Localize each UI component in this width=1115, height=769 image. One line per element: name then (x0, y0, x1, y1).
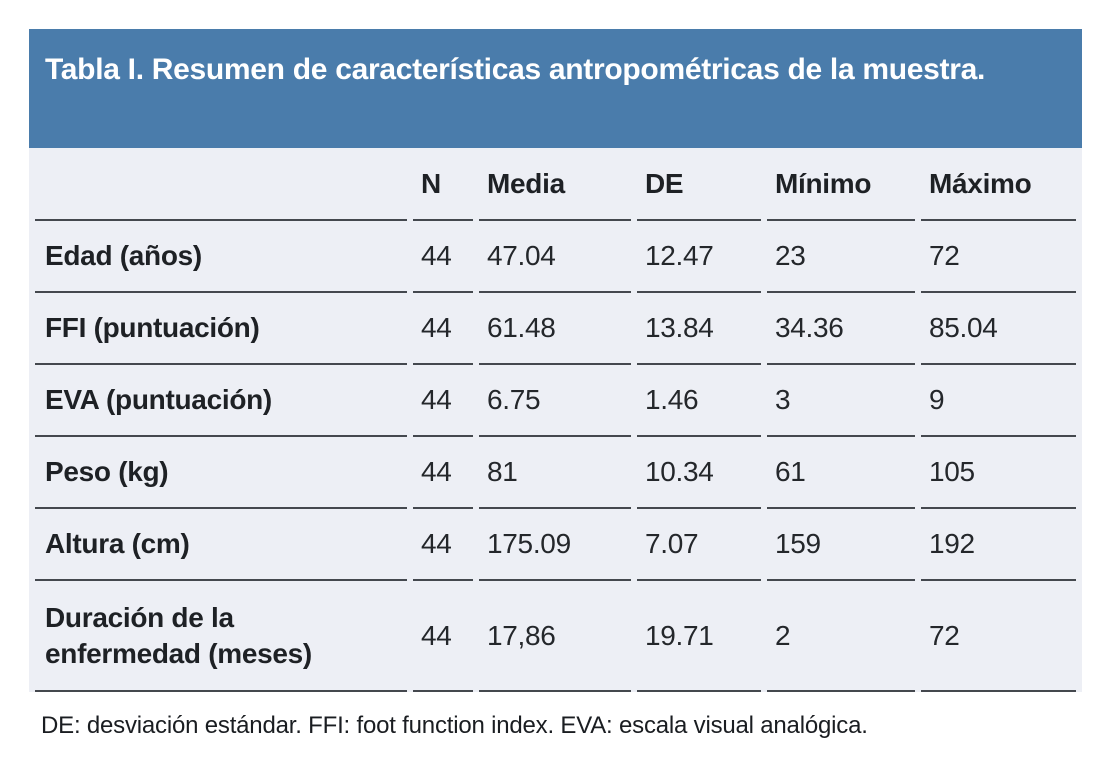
table-body: Edad (años) 44 47.04 12.47 23 72 FFI (pu… (35, 221, 1076, 692)
row-label: EVA (puntuación) (35, 365, 407, 437)
table-footnote: DE: desviación estándar. FFI: foot funct… (41, 712, 868, 739)
cell-max: 9 (921, 365, 1076, 437)
table-card: Tabla I. Resumen de características antr… (29, 29, 1082, 740)
cell-de: 13.84 (637, 293, 761, 365)
cell-max: 192 (921, 509, 1076, 581)
cell-media: 6.75 (479, 365, 631, 437)
column-header-minimo: Mínimo (767, 148, 915, 221)
table-row-altura: Altura (cm) 44 175.09 7.07 159 192 (35, 509, 1076, 581)
table-row-edad: Edad (años) 44 47.04 12.47 23 72 (35, 221, 1076, 293)
cell-de: 1.46 (637, 365, 761, 437)
table-row-peso: Peso (kg) 44 81 10.34 61 105 (35, 437, 1076, 509)
cell-de: 12.47 (637, 221, 761, 293)
cell-n: 44 (413, 437, 473, 509)
row-label: FFI (puntuación) (35, 293, 407, 365)
table-title-bar: Tabla I. Resumen de características antr… (29, 29, 1082, 148)
statistics-table: N Media DE Mínimo Máximo Edad (años) 44 … (29, 148, 1082, 692)
column-header-empty (35, 148, 407, 221)
cell-media: 61.48 (479, 293, 631, 365)
cell-de: 10.34 (637, 437, 761, 509)
row-label: Altura (cm) (35, 509, 407, 581)
cell-media: 17,86 (479, 581, 631, 692)
table-header: N Media DE Mínimo Máximo (35, 148, 1076, 221)
cell-n: 44 (413, 509, 473, 581)
table-row-eva: EVA (puntuación) 44 6.75 1.46 3 9 (35, 365, 1076, 437)
cell-max: 85.04 (921, 293, 1076, 365)
row-label: Peso (kg) (35, 437, 407, 509)
row-label: Edad (años) (35, 221, 407, 293)
cell-media: 175.09 (479, 509, 631, 581)
cell-n: 44 (413, 293, 473, 365)
cell-min: 159 (767, 509, 915, 581)
table-title: Tabla I. Resumen de características antr… (45, 53, 986, 86)
cell-media: 81 (479, 437, 631, 509)
column-header-n: N (413, 148, 473, 221)
cell-min: 61 (767, 437, 915, 509)
table-row-duracion: Duración de la enfermedad (meses) 44 17,… (35, 581, 1076, 692)
cell-n: 44 (413, 221, 473, 293)
row-label: Duración de la enfermedad (meses) (35, 581, 407, 692)
cell-n: 44 (413, 581, 473, 692)
cell-de: 7.07 (637, 509, 761, 581)
cell-media: 47.04 (479, 221, 631, 293)
cell-n: 44 (413, 365, 473, 437)
cell-min: 23 (767, 221, 915, 293)
header-row: N Media DE Mínimo Máximo (35, 148, 1076, 221)
cell-min: 34.36 (767, 293, 915, 365)
cell-max: 72 (921, 581, 1076, 692)
column-header-de: DE (637, 148, 761, 221)
cell-min: 3 (767, 365, 915, 437)
cell-max: 72 (921, 221, 1076, 293)
cell-max: 105 (921, 437, 1076, 509)
cell-min: 2 (767, 581, 915, 692)
column-header-media: Media (479, 148, 631, 221)
table-row-ffi: FFI (puntuación) 44 61.48 13.84 34.36 85… (35, 293, 1076, 365)
cell-de: 19.71 (637, 581, 761, 692)
column-header-maximo: Máximo (921, 148, 1076, 221)
